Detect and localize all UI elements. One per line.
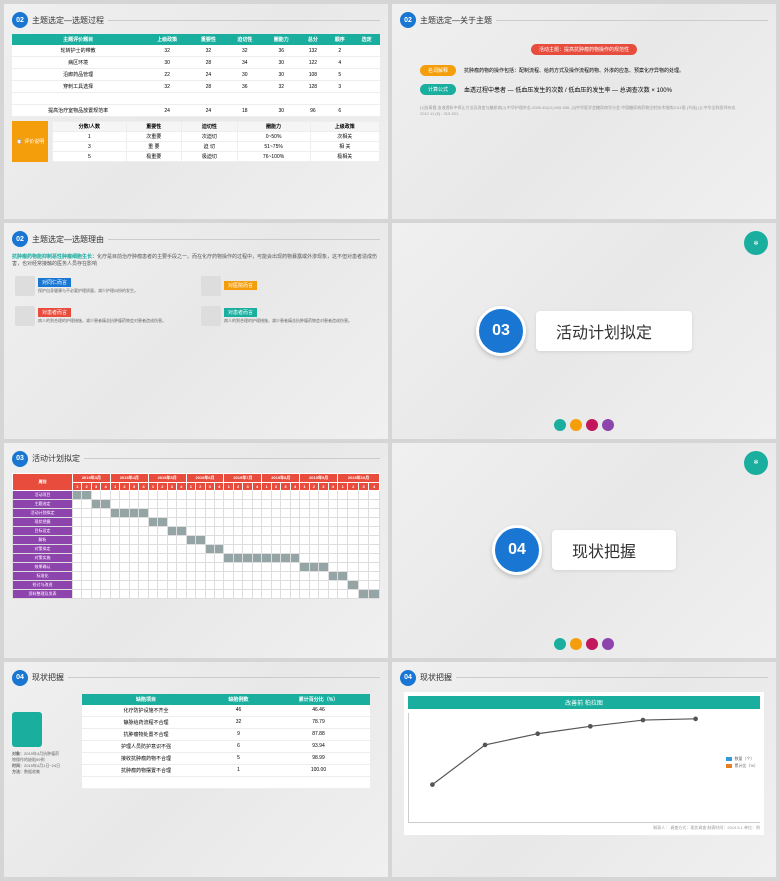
eval-box: 📋评价说明 <box>12 121 48 162</box>
eval-table: 分数/人数重要性迫切性圈能力上级政策1次重要次迫切0~50%次相关3重 要迫 切… <box>52 121 380 162</box>
slide-6: ✻ 04 现状把握 <box>392 443 776 658</box>
gantt-chart: 周别2019年3月2019年4月2019年5月2019年6月2019年7月201… <box>12 473 380 599</box>
slide-1: 02 主题选定—选题过程 主题评价题目上级政策重要性迫切性圈能力总分顺序选定轮转护… <box>4 4 388 219</box>
reason-card: 对患者而言病人的到合理的护理措施，减少患者痛苦抗肿瘤药物会对患者造成伤害。 <box>198 303 380 329</box>
defect-table: 缺陷项目缺陷例数累计百分比（%）化疗防护设施不齐全4646.46静脉给药流程不合… <box>82 694 370 789</box>
ribbon-icon: ✻ <box>744 231 768 255</box>
pareto-chart: 改善前 柏拉图 数量（个）累计比（%） 制表人： 调查方式：现状调查 制表时间：… <box>404 692 764 835</box>
topic-table: 主题评价题目上级政策重要性迫切性圈能力总分顺序选定轮转护士的带教32323236… <box>12 34 380 117</box>
slide-7: 04现状把握 对象：2019年4月抗肿瘤药物操作的缺陷99例 时间：2019年4… <box>4 662 388 877</box>
ribbon-icon: ✻ <box>744 451 768 475</box>
theme-pill: 活动主题：提高抗肿瘤药物操作的规范性 <box>531 44 637 55</box>
clipboard-icon <box>12 712 42 747</box>
reason-card: 对患者而言病人的到合理的护理措施，减少患者痛苦抗肿瘤药物会对患者造成伤害。 <box>12 303 194 329</box>
slide-3: 02主题选定—选题理由 抗肿瘤药物能抑制恶性肿瘤细胞生长：化疗是目前治疗肿瘤患者… <box>4 223 388 438</box>
slide-4: ✻ 03 活动计划拟定 <box>392 223 776 438</box>
slide-num: 02 <box>12 12 28 28</box>
slide-5: 03活动计划拟定 周别2019年3月2019年4月2019年5月2019年6月2… <box>4 443 388 658</box>
reason-card: 对同仁而言保护自身健康与不必要护理质量，减少护理纠纷的发生。 <box>12 273 194 299</box>
slide-2: 02主题选定—关于主题 活动主题：提高抗肿瘤药物操作的规范性 名词解释抗肿瘤药物… <box>392 4 776 219</box>
slide-8: 04现状把握 改善前 柏拉图 数量（个）累计比（%） 制表人： 调查方式：现状调… <box>392 662 776 877</box>
survey-info: 对象：2019年4月抗肿瘤药物操作的缺陷99例 时间：2019年4月1日~24日… <box>12 712 62 775</box>
slide-title: 主题选定—选题过程 <box>32 15 104 26</box>
reason-card: 对医院而言 <box>198 273 380 299</box>
